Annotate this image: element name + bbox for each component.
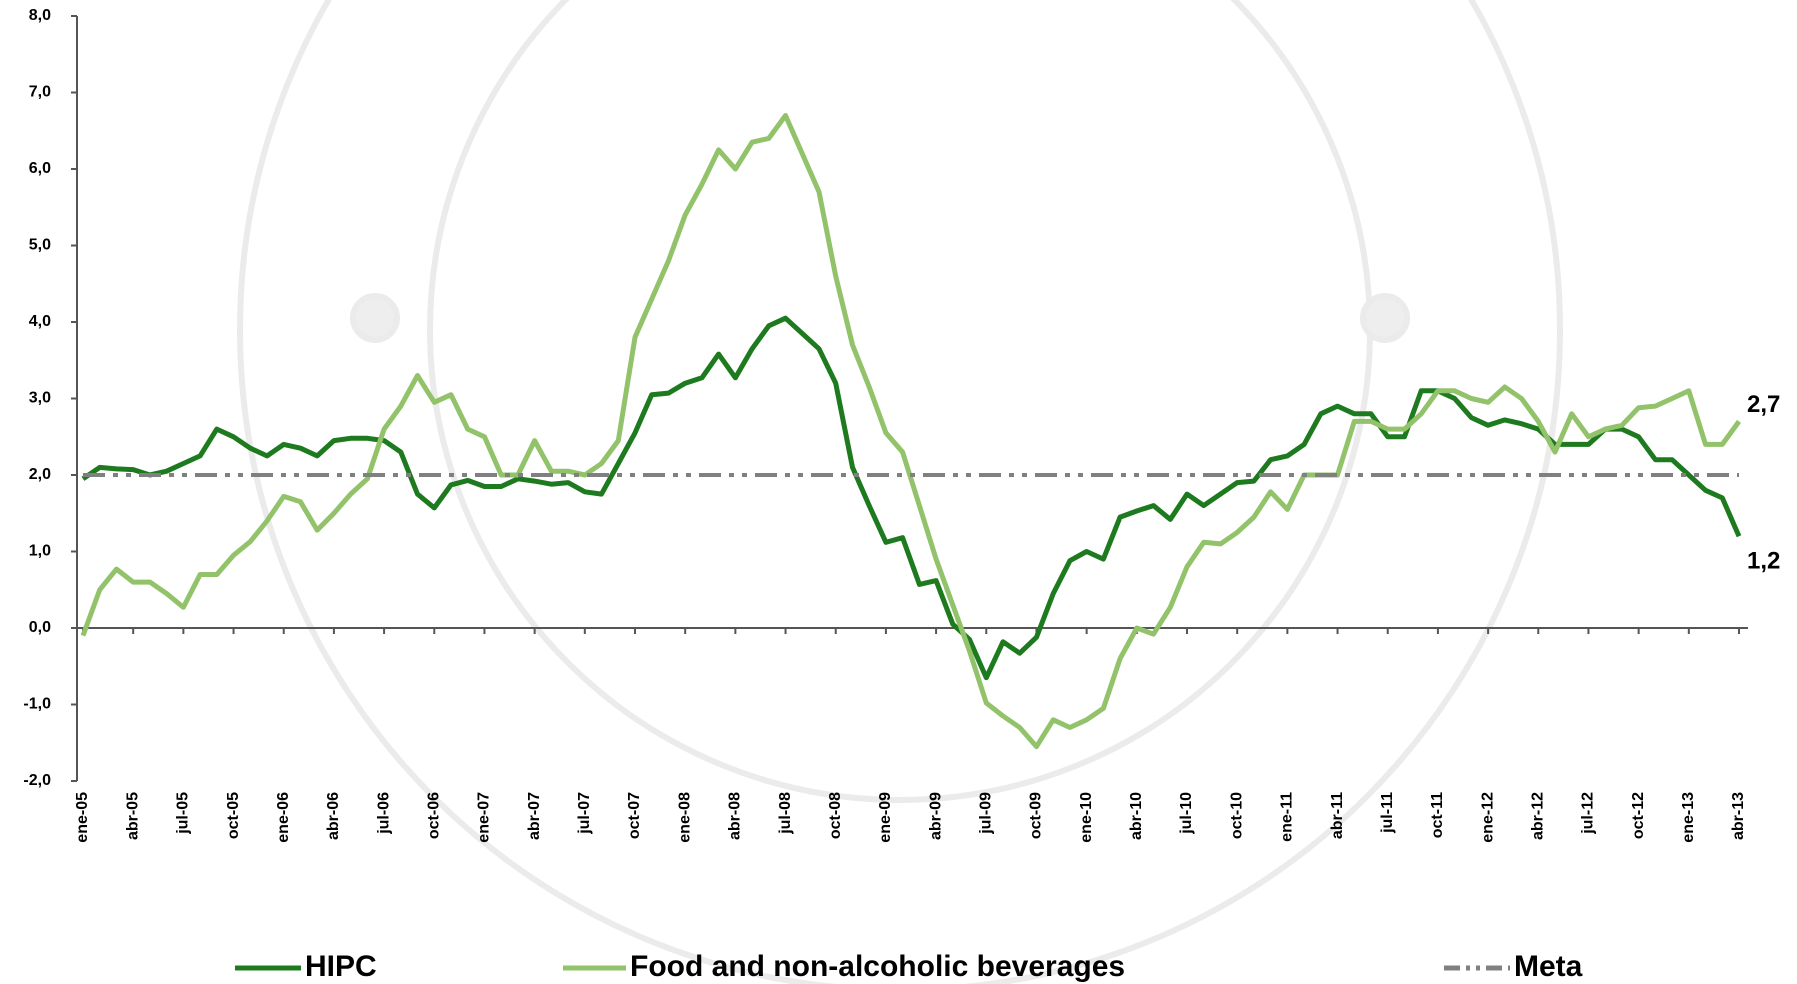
x-tick-label: ene-09 <box>877 792 894 843</box>
x-tick-label: oct-08 <box>827 792 844 839</box>
y-tick-label: -1,0 <box>23 696 51 713</box>
x-tick-label: oct-12 <box>1630 792 1647 839</box>
x-tick-label: ene-08 <box>676 792 693 843</box>
x-tick-label: abr-07 <box>526 792 543 840</box>
x-tick-label: ene-07 <box>476 792 493 843</box>
watermark <box>237 0 1563 984</box>
x-tick-label: oct-10 <box>1228 792 1245 839</box>
x-tick-label: abr-13 <box>1730 792 1747 840</box>
y-tick-label: 5,0 <box>29 237 51 254</box>
y-tick-label: -2,0 <box>23 772 51 789</box>
x-tick-label: abr-10 <box>1128 792 1145 840</box>
x-tick-label: ene-10 <box>1078 792 1095 843</box>
y-tick-label: 0,0 <box>29 619 51 636</box>
x-tick-label: abr-08 <box>727 792 744 840</box>
x-tick-label: jul-06 <box>375 792 392 835</box>
x-tick-label: jul-09 <box>977 792 994 835</box>
x-tick-label: jul-10 <box>1178 792 1195 835</box>
x-tick-label: ene-06 <box>275 792 292 843</box>
x-tick-label: ene-05 <box>74 792 91 843</box>
y-tick-label: 7,0 <box>29 84 51 101</box>
series-line <box>80 113 1742 750</box>
legend-label: HIPC <box>305 950 377 983</box>
x-tick-label: jul-12 <box>1580 792 1597 835</box>
x-tick-label: ene-11 <box>1279 792 1296 842</box>
legend-label: Food and non-alcoholic beverages <box>630 950 1125 983</box>
x-tick-label: abr-12 <box>1529 792 1546 840</box>
y-tick-label: 1,0 <box>29 543 51 560</box>
x-tick-label: ene-12 <box>1479 792 1496 843</box>
x-tick-label: jul-07 <box>576 792 593 835</box>
x-tick-label: abr-11 <box>1329 792 1346 839</box>
y-tick-label: 4,0 <box>29 313 51 330</box>
x-tick-label: abr-06 <box>325 792 342 840</box>
x-tick-label: oct-06 <box>425 792 442 839</box>
y-tick-label: 2,0 <box>29 466 51 483</box>
x-tick-label: abr-09 <box>927 792 944 840</box>
value-label: 1,2 <box>1747 548 1780 575</box>
x-tick-label: jul-08 <box>777 792 794 835</box>
y-tick-label: 3,0 <box>29 390 51 407</box>
x-tick-label: oct-09 <box>1028 792 1045 839</box>
x-tick-label: jul-05 <box>175 792 192 835</box>
x-tick-label: abr-05 <box>124 792 141 840</box>
x-tick-label: oct-07 <box>626 792 643 839</box>
legend-label: Meta <box>1514 950 1583 983</box>
y-tick-label: 8,0 <box>29 7 51 24</box>
x-tick-label: oct-11 <box>1429 792 1446 838</box>
y-tick-label: 6,0 <box>29 160 51 177</box>
series-line <box>81 315 1742 681</box>
x-tick-label: ene-13 <box>1680 792 1697 843</box>
value-label: 2,7 <box>1747 391 1780 418</box>
x-tick-label: jul-11 <box>1379 792 1396 834</box>
x-tick-label: oct-05 <box>225 792 242 839</box>
